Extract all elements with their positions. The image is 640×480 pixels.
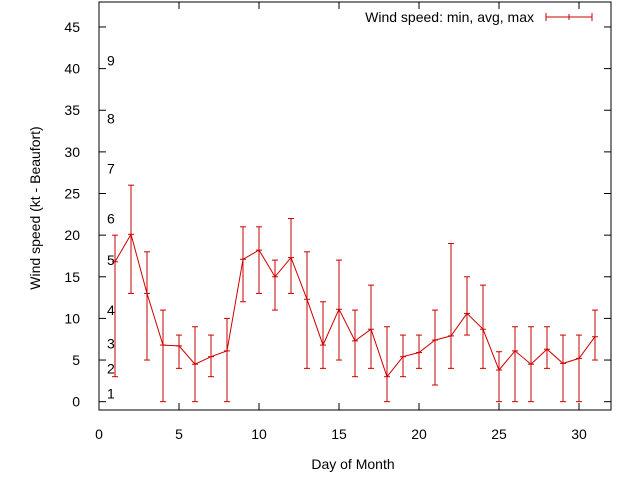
beaufort-scale-labels: 1 2 3 4 5 6 7 8 9	[107, 52, 115, 401]
x-tick-label: 20	[411, 426, 427, 442]
y-tick-label: 45	[64, 19, 80, 35]
y-tick-label: 15	[64, 269, 80, 285]
y-tick-label: 5	[72, 352, 80, 368]
x-axis: 0 5 10 15 20 25 30	[95, 2, 587, 442]
y-tick-label: 20	[64, 227, 80, 243]
beaufort-label: 6	[107, 210, 115, 226]
beaufort-label: 5	[107, 252, 115, 268]
beaufort-label: 2	[107, 360, 115, 376]
x-tick-label: 25	[491, 426, 507, 442]
y-axis-title: Wind speed (kt - Beaufort)	[27, 126, 43, 289]
y-tick-label: 25	[64, 186, 80, 202]
x-axis-title: Day of Month	[311, 456, 394, 472]
beaufort-label: 4	[107, 302, 115, 318]
y-tick-label: 40	[64, 61, 80, 77]
x-tick-label: 5	[175, 426, 183, 442]
series-layer	[112, 184, 598, 403]
beaufort-label: 3	[107, 335, 115, 351]
plot-frame	[98, 1, 612, 411]
x-tick-label: 10	[251, 426, 267, 442]
beaufort-label: 7	[107, 161, 115, 177]
beaufort-label: 9	[107, 52, 115, 68]
y-tick-label: 10	[64, 310, 80, 326]
legend-label: Wind speed: min, avg, max	[365, 9, 534, 25]
y-tick-label: 0	[72, 394, 80, 410]
x-tick-label: 15	[331, 426, 347, 442]
legend: Wind speed: min, avg, max	[365, 9, 593, 25]
beaufort-label: 8	[107, 111, 115, 127]
y-tick-label: 30	[64, 144, 80, 160]
y-tick-label: 35	[64, 102, 80, 118]
x-tick-label: 0	[95, 426, 103, 442]
x-tick-label: 30	[571, 426, 587, 442]
beaufort-label: 1	[107, 385, 115, 401]
